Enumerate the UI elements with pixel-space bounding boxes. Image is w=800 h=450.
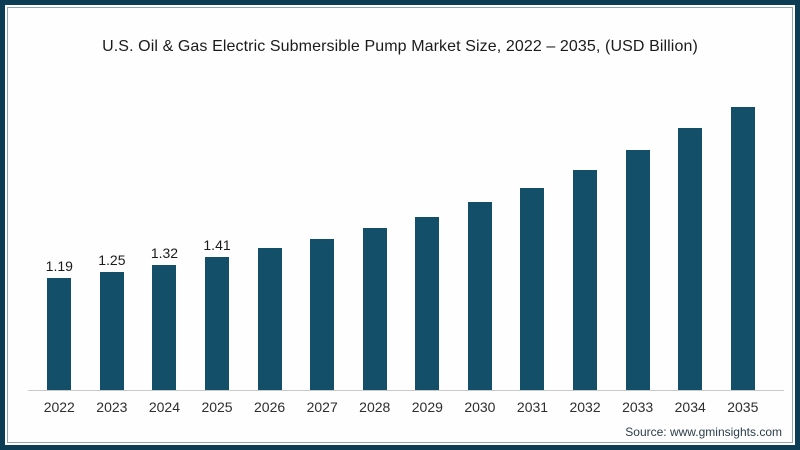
bar-data-label: 1.19 <box>45 257 73 274</box>
x-axis-tick-label: 2026 <box>254 399 286 415</box>
bar <box>257 248 282 390</box>
x-axis-tick-label: 2029 <box>411 399 443 415</box>
chart-title: U.S. Oil & Gas Electric Submersible Pump… <box>102 38 698 55</box>
bar-group <box>506 97 559 390</box>
bar-group: 1.25 <box>86 97 139 390</box>
bar-group: 1.19 <box>33 97 86 390</box>
x-axis-tick-label: 2033 <box>622 399 654 415</box>
bar <box>467 201 492 390</box>
x-axis-labels: 2022 2023 2024 2025 2026 2027 2028 2029 2030 2031… <box>33 399 769 415</box>
bar-group <box>559 97 612 390</box>
bar <box>205 256 230 390</box>
bars-container: 1.19 1.25 1.32 1.41 <box>33 97 769 390</box>
x-axis-tick-label: 2025 <box>201 399 233 415</box>
bar-group <box>296 97 349 390</box>
bar-data-label: 1.32 <box>150 245 179 262</box>
x-axis-tick-label: 2035 <box>727 399 759 415</box>
bar <box>678 128 703 390</box>
bar-group <box>717 97 770 390</box>
bar <box>625 149 650 390</box>
x-axis-tick-label: 2031 <box>516 399 549 415</box>
x-axis-tick-label: 2030 <box>464 399 496 415</box>
bar <box>47 277 72 390</box>
bar-group <box>401 97 454 390</box>
x-axis-tick-label: 2027 <box>306 399 338 415</box>
x-axis-tick-label: 2022 <box>43 399 75 415</box>
bar-data-label: 1.41 <box>203 236 231 253</box>
bar <box>573 169 598 390</box>
source-credit: Source: www.gminsights.com <box>625 425 782 439</box>
bar <box>415 217 440 390</box>
x-axis-tick-label: 2034 <box>674 399 706 415</box>
bar <box>520 187 545 390</box>
bar-group: 1.41 <box>191 97 244 390</box>
x-axis-line <box>28 390 784 391</box>
x-axis-tick-label: 2028 <box>359 399 391 415</box>
bar <box>310 238 335 390</box>
bar-group <box>454 97 507 390</box>
chart-canvas: U.S. Oil & Gas Electric Submersible Pump… <box>7 7 793 443</box>
bar <box>362 228 387 390</box>
x-axis-tick-label: 2032 <box>569 399 601 415</box>
bar-group <box>243 97 296 390</box>
bar-data-label: 1.25 <box>98 251 126 268</box>
x-axis-tick-label: 2023 <box>96 399 128 415</box>
bar-group <box>664 97 717 390</box>
x-axis-tick-label: 2024 <box>148 399 181 415</box>
bar <box>730 106 755 390</box>
bar-group <box>611 97 664 390</box>
bar <box>152 265 177 390</box>
bar-group <box>348 97 401 390</box>
bar <box>99 271 124 390</box>
bar-group: 1.32 <box>138 97 191 390</box>
